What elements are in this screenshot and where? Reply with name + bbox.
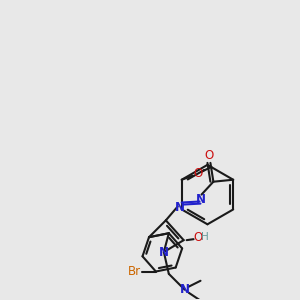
Text: O: O <box>193 231 202 244</box>
Text: N: N <box>175 201 185 214</box>
Text: N: N <box>196 193 206 206</box>
Text: O: O <box>205 149 214 162</box>
Text: O: O <box>193 167 202 180</box>
Text: N: N <box>180 283 190 296</box>
Text: Br: Br <box>128 265 141 278</box>
Text: H: H <box>201 232 208 242</box>
Text: N: N <box>159 245 169 259</box>
